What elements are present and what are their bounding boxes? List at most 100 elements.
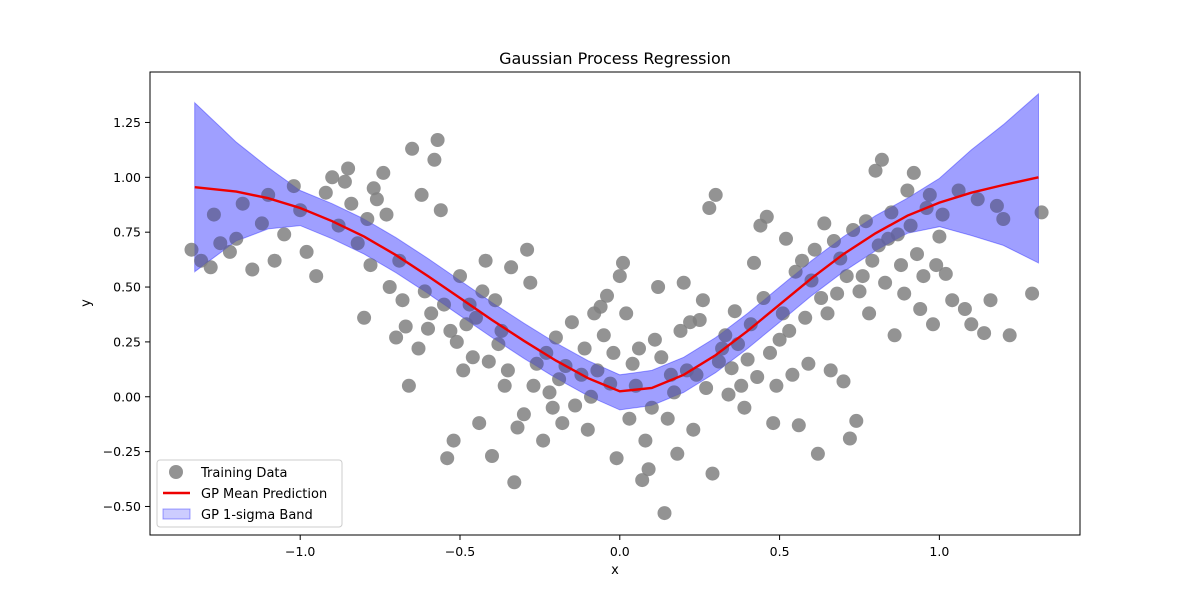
training-point	[708, 187, 723, 202]
training-point	[695, 293, 710, 308]
mean-line	[194, 176, 1039, 393]
training-point	[424, 306, 439, 321]
training-point	[922, 187, 937, 202]
training-point	[366, 181, 381, 196]
training-point	[580, 422, 595, 437]
training-point	[440, 451, 455, 466]
training-point	[798, 310, 813, 325]
training-point	[1025, 286, 1040, 301]
training-point	[542, 385, 557, 400]
y-axis-ticks: −0.50 −0.25 0.00 0.25 0.50 0.75 1.00 1.25	[103, 115, 150, 514]
training-point	[651, 280, 666, 294]
training-point	[593, 299, 608, 314]
training-point	[692, 313, 707, 327]
training-point	[964, 317, 979, 332]
training-point	[507, 475, 522, 490]
training-point	[555, 416, 570, 431]
sigma-band-overlay	[194, 93, 1039, 410]
training-point	[523, 275, 538, 290]
training-point	[229, 231, 244, 246]
training-point	[734, 378, 749, 393]
training-point	[906, 165, 921, 180]
legend-frame	[156, 459, 343, 528]
training-point	[584, 389, 598, 404]
training-point	[772, 332, 787, 347]
training-point	[360, 212, 375, 226]
training-point	[325, 170, 340, 185]
training-point	[344, 196, 359, 211]
training-point	[222, 244, 237, 259]
training-point	[775, 306, 790, 321]
training-point	[369, 192, 384, 207]
x-axis-ticks: −1.0 −0.5 0.0 0.5 1.0	[285, 535, 949, 559]
y-tick-label: −0.25	[103, 444, 141, 459]
training-point	[491, 337, 506, 352]
training-point	[337, 174, 352, 189]
training-point	[766, 416, 781, 431]
training-point	[619, 306, 634, 321]
training-point	[747, 255, 761, 270]
training-point	[938, 266, 953, 281]
training-point	[871, 238, 886, 253]
chart-title: Gaussian Process Regression	[499, 49, 731, 68]
training-point	[846, 223, 861, 237]
training-point	[612, 269, 627, 284]
training-point	[826, 234, 841, 248]
training-point	[379, 207, 394, 222]
training-point	[801, 356, 816, 371]
training-point	[401, 378, 416, 393]
legend-scatter-marker	[169, 465, 183, 479]
training-point	[788, 264, 803, 279]
training-point	[600, 288, 614, 303]
training-point	[510, 420, 525, 435]
training-point	[516, 407, 531, 422]
training-point	[727, 304, 742, 319]
y-tick-label: 0.50	[113, 280, 141, 295]
training-point	[526, 378, 541, 393]
training-point	[309, 269, 324, 284]
training-point	[740, 352, 755, 367]
training-point	[865, 253, 880, 268]
training-point	[929, 258, 944, 273]
legend-label-mean: GP Mean Prediction	[201, 487, 327, 502]
training-point	[488, 293, 503, 308]
y-tick-label: 0.00	[113, 389, 141, 404]
training-points-layer	[184, 93, 1049, 521]
training-point	[632, 341, 646, 356]
training-point	[382, 280, 397, 294]
training-point	[951, 183, 966, 198]
training-point	[935, 207, 950, 222]
training-point	[1034, 205, 1049, 220]
training-point	[500, 363, 515, 378]
training-point	[392, 253, 407, 268]
training-point	[376, 165, 391, 180]
training-point	[520, 242, 535, 257]
training-point	[318, 185, 333, 200]
training-point	[341, 161, 356, 176]
training-point	[814, 291, 829, 305]
training-point	[858, 214, 873, 229]
training-point	[868, 163, 883, 178]
training-point	[673, 323, 688, 338]
training-point	[267, 253, 282, 268]
training-point	[446, 433, 461, 448]
training-point	[411, 341, 426, 356]
training-point	[721, 387, 736, 402]
training-point	[791, 418, 806, 433]
training-point	[670, 446, 685, 461]
training-point	[705, 466, 720, 481]
x-tick-label: 0.5	[770, 544, 790, 559]
training-point	[389, 330, 404, 345]
training-point	[456, 363, 471, 378]
training-point	[903, 218, 918, 233]
training-point	[449, 334, 464, 349]
training-point	[465, 350, 480, 365]
training-point	[823, 363, 838, 378]
training-point	[475, 284, 490, 299]
training-point	[398, 319, 413, 334]
training-point	[890, 227, 905, 242]
training-point	[916, 269, 931, 284]
training-point	[737, 400, 752, 415]
training-point	[810, 446, 825, 461]
y-tick-label: 0.25	[113, 334, 141, 349]
